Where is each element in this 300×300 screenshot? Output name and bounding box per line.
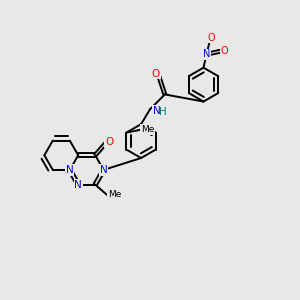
Text: H: H: [160, 107, 167, 117]
Text: O: O: [221, 46, 228, 56]
Text: Me: Me: [141, 125, 154, 134]
Text: N: N: [100, 165, 107, 175]
Text: Me: Me: [108, 190, 121, 200]
Text: N: N: [74, 180, 82, 190]
Text: O: O: [152, 69, 160, 79]
Text: N: N: [153, 106, 160, 116]
Text: N: N: [66, 165, 74, 175]
Text: N: N: [203, 49, 210, 59]
Text: O: O: [105, 137, 113, 147]
Text: O: O: [207, 33, 215, 43]
